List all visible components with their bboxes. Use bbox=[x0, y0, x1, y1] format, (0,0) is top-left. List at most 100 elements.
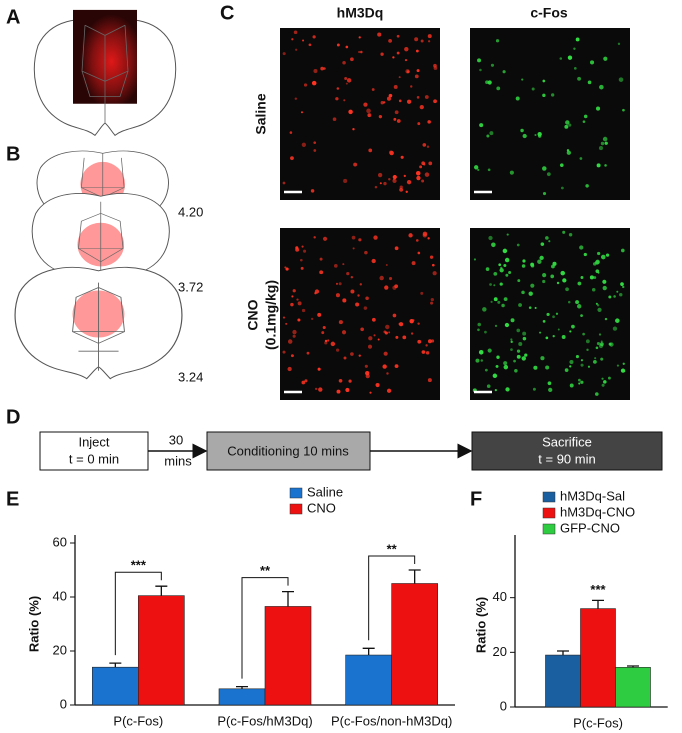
panel-label: D bbox=[6, 406, 20, 428]
cell bbox=[320, 66, 324, 71]
cell bbox=[542, 279, 546, 284]
cell bbox=[415, 170, 421, 176]
cell bbox=[502, 70, 506, 74]
cell bbox=[287, 339, 293, 344]
y-tick-label: 20 bbox=[493, 644, 507, 659]
cell bbox=[612, 326, 618, 331]
cell bbox=[580, 380, 584, 384]
cell bbox=[292, 334, 296, 338]
cell bbox=[605, 253, 610, 257]
cell bbox=[603, 56, 608, 61]
cell bbox=[599, 84, 604, 90]
cell bbox=[531, 87, 535, 91]
cell bbox=[522, 336, 527, 341]
cell bbox=[333, 264, 338, 268]
cell bbox=[576, 304, 582, 309]
cell bbox=[546, 172, 551, 177]
error-bar bbox=[557, 650, 569, 656]
cell bbox=[318, 387, 323, 392]
cell bbox=[421, 179, 425, 183]
cell bbox=[505, 273, 509, 277]
bar bbox=[391, 583, 438, 706]
cell bbox=[285, 267, 289, 271]
cell bbox=[577, 378, 581, 382]
step-text: Inject bbox=[78, 434, 109, 449]
cell bbox=[552, 261, 557, 266]
cell bbox=[282, 350, 286, 354]
cell bbox=[602, 279, 607, 284]
cell bbox=[503, 264, 507, 268]
cell bbox=[311, 317, 314, 321]
cell bbox=[559, 163, 564, 167]
micrograph bbox=[470, 28, 630, 200]
cell bbox=[545, 365, 550, 370]
cell bbox=[428, 161, 433, 166]
cell bbox=[424, 95, 429, 99]
cell bbox=[317, 367, 321, 371]
cell bbox=[490, 63, 495, 67]
cell bbox=[622, 362, 625, 365]
cell bbox=[377, 338, 380, 341]
cell bbox=[416, 96, 420, 99]
cell bbox=[493, 284, 496, 287]
y-tick-label: 0 bbox=[60, 696, 67, 711]
cell bbox=[548, 240, 551, 243]
cell bbox=[489, 283, 492, 286]
cell bbox=[369, 391, 372, 394]
cell bbox=[410, 332, 414, 335]
cell bbox=[542, 93, 546, 98]
cell bbox=[595, 106, 601, 111]
cell bbox=[583, 114, 588, 119]
delay-text: 30 bbox=[169, 432, 183, 447]
cell bbox=[618, 77, 624, 82]
cell bbox=[568, 123, 572, 127]
cell bbox=[359, 283, 362, 286]
cell bbox=[290, 302, 294, 307]
cell bbox=[344, 77, 348, 80]
error-bar bbox=[627, 665, 639, 668]
significance-label: ** bbox=[387, 541, 398, 556]
cell bbox=[408, 233, 413, 238]
cell bbox=[622, 108, 625, 112]
cell bbox=[534, 306, 537, 309]
cell bbox=[623, 370, 626, 373]
cell bbox=[504, 257, 510, 263]
cell bbox=[602, 136, 608, 142]
legend-label: CNO bbox=[307, 500, 336, 515]
cell bbox=[383, 330, 387, 334]
cell bbox=[419, 165, 423, 169]
row-header: Saline bbox=[253, 93, 269, 134]
cell bbox=[379, 182, 382, 185]
significance-label: *** bbox=[131, 558, 147, 573]
cell bbox=[295, 246, 299, 250]
cell bbox=[492, 373, 498, 379]
cell bbox=[371, 258, 376, 264]
cell bbox=[371, 88, 375, 91]
cell bbox=[433, 99, 437, 104]
cell bbox=[394, 284, 399, 289]
cell bbox=[513, 359, 516, 363]
cell bbox=[385, 324, 390, 330]
cell bbox=[374, 185, 378, 189]
cell bbox=[566, 150, 571, 155]
delay-text: mins bbox=[164, 453, 192, 468]
cell bbox=[330, 341, 336, 347]
step-box bbox=[471, 431, 663, 471]
cell bbox=[593, 360, 597, 364]
cell bbox=[289, 131, 293, 134]
cell bbox=[327, 339, 330, 342]
cell bbox=[379, 275, 384, 281]
cell bbox=[595, 346, 599, 350]
bregma-level: 3.72 bbox=[178, 279, 203, 294]
cell bbox=[322, 236, 328, 241]
cell bbox=[594, 357, 597, 360]
cell bbox=[487, 80, 492, 85]
cell bbox=[430, 297, 434, 302]
cell bbox=[545, 236, 549, 240]
cell bbox=[537, 131, 542, 137]
cell bbox=[357, 294, 360, 297]
cell bbox=[358, 354, 361, 357]
cell bbox=[430, 339, 435, 343]
cell bbox=[567, 300, 571, 304]
cell bbox=[573, 66, 577, 70]
